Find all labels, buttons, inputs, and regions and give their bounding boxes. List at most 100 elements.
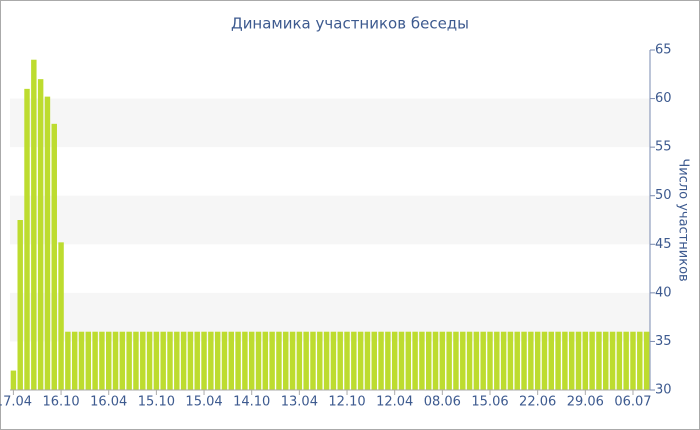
bar [623, 331, 629, 390]
y-tick-label: 40 [655, 285, 672, 300]
bar [201, 331, 207, 390]
bar [446, 331, 452, 390]
bar [37, 79, 44, 391]
bar [310, 331, 316, 390]
bar [637, 331, 643, 390]
bar [51, 123, 57, 390]
x-tick-label: 16.10 [42, 395, 79, 410]
bar [330, 331, 337, 390]
bar [419, 331, 425, 390]
bar [112, 331, 119, 390]
bar [398, 331, 405, 390]
grid-band [10, 195, 650, 245]
bar [31, 59, 37, 390]
bar [174, 331, 180, 390]
bar [609, 331, 616, 390]
x-tick-label: 22.06 [519, 395, 556, 410]
chart-title: Динамика участников беседы [231, 15, 469, 33]
bar [242, 331, 248, 390]
bar [214, 331, 221, 390]
grid-band [10, 98, 650, 148]
y-tick-label: 45 [655, 237, 672, 252]
bar [289, 331, 296, 390]
bar [283, 331, 289, 390]
bar [480, 331, 486, 390]
bar [630, 331, 636, 390]
bar [146, 331, 153, 390]
bar [582, 331, 589, 390]
bar [106, 331, 112, 390]
bar [507, 331, 514, 390]
bar [235, 331, 241, 390]
x-tick-label: 13.04 [281, 395, 318, 410]
bar [548, 331, 554, 390]
bar [494, 331, 500, 390]
bar [296, 331, 303, 390]
bar [473, 331, 480, 390]
y-tick-label: 50 [655, 188, 672, 203]
bar [514, 331, 520, 390]
bar [248, 331, 255, 390]
bar [460, 331, 466, 390]
bar [364, 331, 371, 390]
bar [24, 88, 30, 390]
bar [140, 331, 146, 390]
x-tick-label: 15.04 [185, 395, 222, 410]
bar [603, 331, 609, 390]
bar [616, 331, 623, 390]
bar [500, 331, 507, 390]
bar [596, 331, 602, 390]
y-axis-label: Число участников [676, 158, 691, 281]
bar [391, 331, 398, 390]
bar [466, 331, 473, 390]
x-tick-label: 15.10 [138, 395, 175, 410]
bar [405, 331, 412, 390]
bar [167, 331, 173, 390]
y-tick-label: 65 [655, 43, 672, 58]
bar [337, 331, 343, 390]
bar [71, 331, 78, 390]
bar [371, 331, 377, 390]
bar [133, 331, 139, 390]
bar [228, 331, 234, 390]
bar [153, 331, 160, 390]
bar [534, 331, 541, 390]
bar [439, 331, 446, 390]
bar [412, 331, 418, 390]
bar [255, 331, 262, 390]
bar [10, 370, 17, 390]
bar [58, 242, 64, 390]
bar [521, 331, 527, 390]
bar [426, 331, 432, 390]
x-tick-label: 12.10 [328, 395, 365, 410]
bar [99, 331, 105, 390]
y-tick-label: 35 [655, 334, 672, 349]
bar [432, 331, 439, 390]
y-tick-label: 60 [655, 91, 672, 106]
bar [303, 331, 309, 390]
bar [357, 331, 364, 390]
bar [126, 331, 132, 390]
bar [317, 331, 323, 390]
bar [487, 331, 493, 390]
bar [385, 331, 391, 390]
bar [44, 96, 51, 390]
bar [221, 331, 228, 390]
bar [78, 331, 85, 390]
bar [92, 331, 98, 390]
bar [589, 331, 595, 390]
bar [17, 220, 23, 390]
bar [453, 331, 459, 390]
bar [575, 331, 582, 390]
x-tick-label: 08.06 [424, 395, 461, 410]
bar [194, 331, 200, 390]
bar [562, 331, 568, 390]
x-tick-label: 15.06 [471, 395, 508, 410]
bar [180, 331, 187, 390]
x-tick-label: 06.07 [614, 395, 651, 410]
bar [541, 331, 548, 390]
x-tick-label: 12.04 [376, 395, 413, 410]
bar [323, 331, 330, 390]
y-tick-label: 30 [655, 383, 672, 398]
